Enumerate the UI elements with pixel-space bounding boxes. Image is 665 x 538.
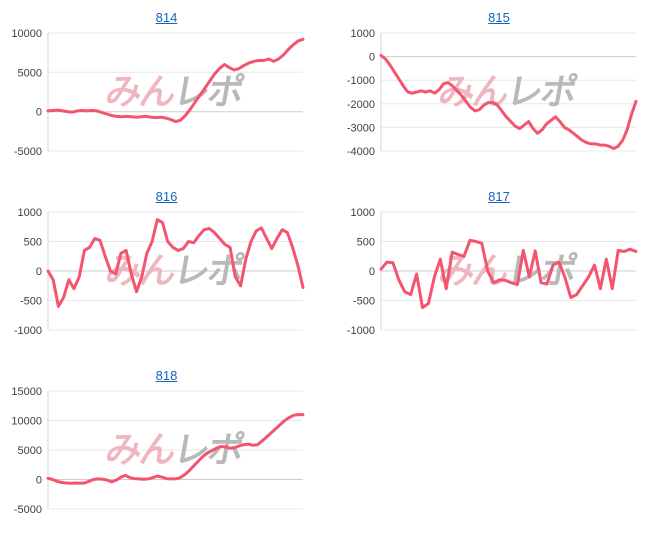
chart-cell: 817 1000 500 0 -500 -1000 みんレポ (333, 179, 665, 358)
line-chart: 1000 500 0 -500 -1000 みんレポ (347, 207, 638, 337)
y-tick-label: 0 (36, 475, 42, 487)
y-tick-label: 0 (369, 52, 375, 64)
y-tick-label: 15000 (11, 386, 42, 398)
series-line (46, 37, 305, 123)
y-tick-label: 1000 (351, 207, 375, 219)
chart-title-link[interactable]: 814 (155, 10, 178, 25)
y-tick-label: 0 (369, 266, 375, 278)
y-tick-label: 0 (36, 266, 42, 278)
chart-title-row: 815 (333, 0, 665, 27)
y-tick-label: 10000 (11, 416, 42, 428)
chart-cell: 816 1000 500 0 -500 -1000 みんレポ (0, 179, 333, 358)
chart-cell: 818 15000 10000 5000 0 -5000 みんレポ (0, 358, 333, 537)
series-line (379, 238, 638, 310)
chart-title-link[interactable]: 815 (488, 10, 510, 25)
chart-title-row: 814 (0, 0, 333, 27)
y-tick-label: -1000 (14, 325, 42, 337)
chart-title-row: 818 (0, 358, 333, 385)
watermark-text: みんレポ (103, 71, 247, 112)
y-tick-label: 1000 (351, 28, 375, 40)
y-tick-label: -4000 (347, 146, 375, 158)
chart-title-row: 817 (333, 179, 665, 206)
line-chart: 1000 0 -1000 -2000 -3000 -4000 みんレポ (347, 28, 638, 158)
chart-title-row: 816 (0, 179, 333, 206)
y-tick-label: -3000 (347, 122, 375, 134)
y-tick-label: -5000 (14, 146, 42, 158)
line-chart: 1000 500 0 -500 -1000 みんレポ (14, 207, 305, 337)
y-tick-label: 10000 (11, 28, 42, 40)
y-tick-label: 500 (357, 237, 375, 249)
chart-title-link[interactable]: 816 (155, 189, 178, 204)
watermark-text: みんレポ (103, 250, 247, 291)
watermark-text: みんレポ (436, 71, 580, 112)
watermark-logo: みんレポ (436, 71, 580, 112)
y-tick-label: -1000 (347, 325, 375, 337)
watermark-text: みんレポ (436, 250, 580, 291)
chart-cell: 814 10000 5000 0 -5000 みんレポ (0, 0, 333, 179)
watermark-text: みんレポ (103, 429, 247, 470)
y-tick-label: -500 (353, 296, 375, 308)
watermark-logo: みんレポ (103, 429, 247, 470)
watermark-logo: みんレポ (103, 71, 247, 112)
y-tick-label: -500 (20, 296, 42, 308)
y-tick-label: -5000 (14, 504, 42, 516)
y-tick-label: 0 (36, 107, 42, 119)
y-tick-label: 1000 (18, 207, 42, 219)
y-tick-label: -2000 (347, 99, 375, 111)
series-line (379, 53, 638, 151)
series-line (46, 218, 305, 308)
y-tick-label: 500 (24, 237, 42, 249)
watermark-logo: みんレポ (103, 250, 247, 291)
y-tick-label: 5000 (18, 67, 42, 79)
chart-title-link[interactable]: 818 (155, 368, 178, 383)
y-tick-label: 5000 (18, 445, 42, 457)
watermark-logo: みんレポ (436, 250, 580, 291)
chart-title-link[interactable]: 817 (488, 189, 510, 204)
series-line (46, 413, 305, 485)
y-tick-label: -1000 (347, 75, 375, 87)
line-chart: 15000 10000 5000 0 -5000 みんレポ (11, 386, 305, 516)
line-chart: 10000 5000 0 -5000 みんレポ (11, 28, 305, 158)
chart-cell: 815 1000 0 -1000 -2000 -3000 -4000 みんレポ (333, 0, 665, 179)
